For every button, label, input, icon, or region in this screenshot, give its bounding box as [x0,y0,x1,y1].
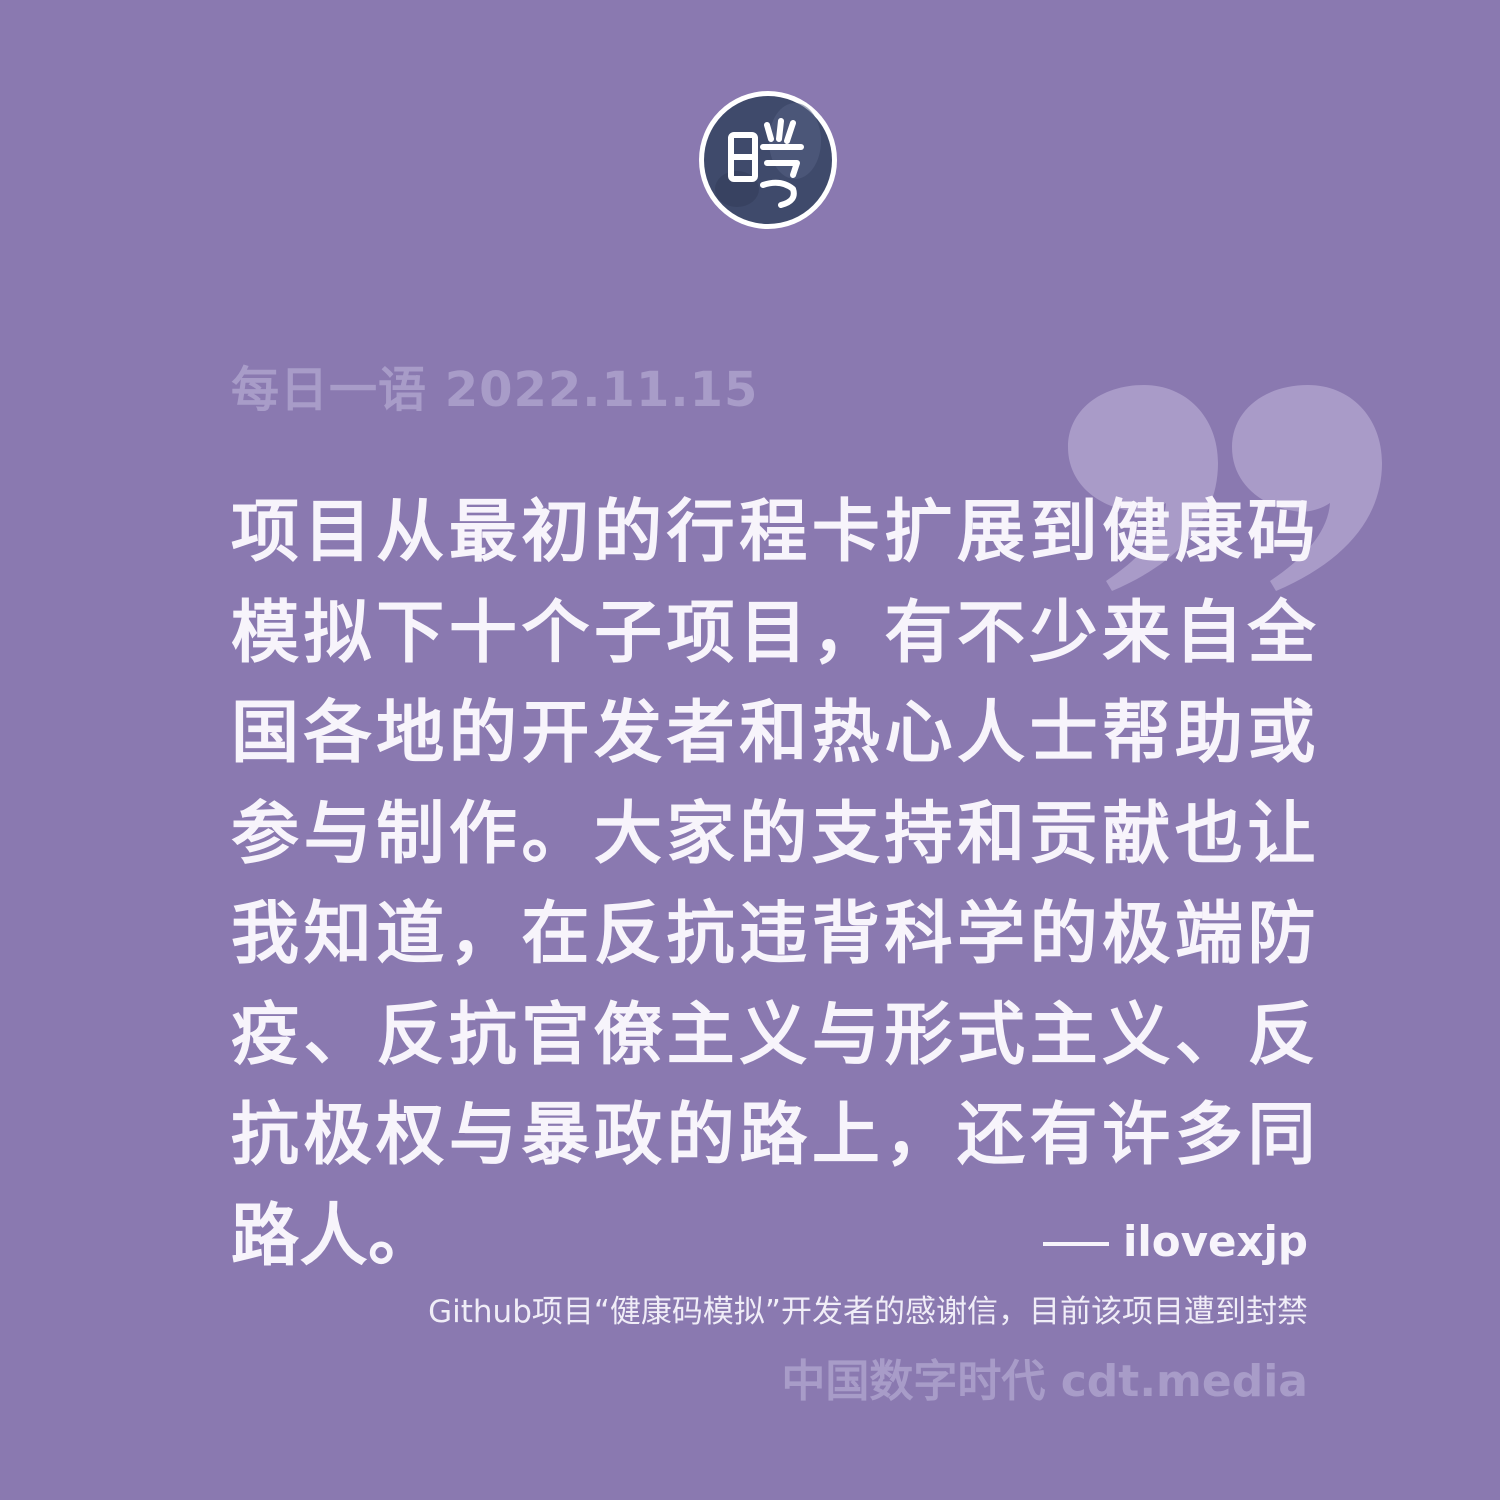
em-dash-divider [1042,1242,1109,1246]
attribution-author: ilovexjp [1122,1217,1308,1266]
daily-quote-date-label: 每日一语 2022.11.15 [231,362,759,418]
closing-quote-mark-icon [1060,385,1390,600]
source-note: Github项目“健康码模拟”开发者的感谢信，目前该项目遭到封禁 [428,1294,1308,1330]
cdt-seal-logo-icon [697,89,839,231]
footer-brand: 中国数字时代 cdt.media [781,1356,1308,1407]
quote-text: 项目从最初的行程卡扩展到健康码模拟下十个子项目，有不少来自全国各地的开发者和热心… [231,492,1316,1276]
quote-attribution: ilovexjp [1042,1214,1308,1270]
